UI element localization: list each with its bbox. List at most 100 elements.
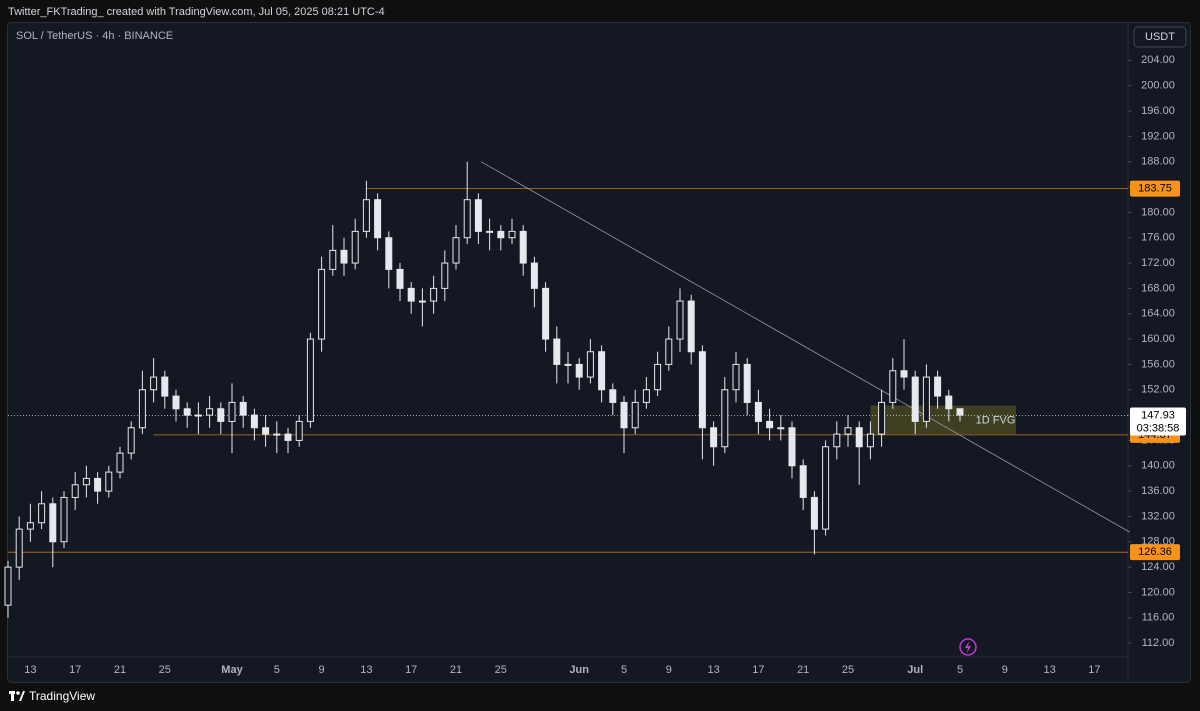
x-tick-label: 21	[797, 664, 809, 676]
x-tick-label: 21	[450, 664, 462, 676]
candle-body	[934, 376, 942, 397]
last-price-label: 147.93	[1141, 409, 1175, 421]
candle-body	[743, 363, 751, 403]
x-tick-label: 5	[621, 664, 627, 676]
candle-body	[306, 338, 314, 422]
candle-body	[564, 363, 572, 366]
candle-body	[844, 427, 852, 435]
candle-body	[553, 338, 561, 365]
candle-body	[754, 401, 762, 422]
candle-body	[799, 465, 807, 498]
x-tick-label: Jul	[907, 664, 923, 676]
candle-body	[911, 376, 919, 422]
candle-body	[855, 427, 863, 448]
candle-body	[318, 268, 326, 340]
x-tick-label: 5	[274, 664, 280, 676]
x-tick-label: Jun	[569, 664, 589, 676]
y-tick-label: 120.00	[1141, 586, 1175, 598]
candle-body	[698, 351, 706, 429]
candle-body	[586, 351, 594, 378]
candle-body	[26, 522, 34, 530]
candle-body	[642, 389, 650, 403]
candle-body	[172, 395, 180, 410]
candle-body	[94, 477, 102, 492]
level-label-box	[1130, 180, 1180, 197]
candle-body	[833, 433, 841, 448]
candle-body	[385, 237, 393, 270]
candle-body	[4, 566, 12, 606]
candle-body	[810, 496, 818, 530]
candle-body	[38, 503, 46, 524]
x-tick-label: 17	[69, 664, 81, 676]
y-tick-label: 152.00	[1141, 384, 1175, 396]
candle-body	[508, 230, 516, 239]
candle-body	[889, 370, 897, 403]
candle-body	[945, 395, 953, 410]
candle-body	[497, 230, 505, 239]
x-tick-label: 13	[1043, 664, 1055, 676]
candle-body	[956, 408, 964, 416]
candle-body	[676, 300, 684, 340]
candle-body	[295, 420, 303, 441]
candle-body	[631, 401, 639, 429]
candle-body	[49, 503, 57, 543]
candle-body	[654, 363, 662, 391]
candle-body	[105, 471, 113, 492]
candle-body	[239, 401, 247, 416]
x-tick-label: 25	[842, 664, 854, 676]
countdown-label: 03:38:58	[1137, 422, 1180, 434]
candle-body	[183, 408, 191, 416]
x-tick-label: 17	[752, 664, 764, 676]
x-tick-label: 17	[1088, 664, 1100, 676]
candle-body	[766, 420, 774, 429]
y-tick-label: 124.00	[1141, 561, 1175, 573]
y-tick-label: 192.00	[1141, 130, 1175, 142]
flash-icon	[959, 638, 977, 656]
y-tick-label: 180.00	[1141, 206, 1175, 218]
candle-body	[161, 376, 169, 397]
x-tick-label: 13	[360, 664, 372, 676]
candle-body	[217, 408, 225, 422]
x-tick-label: 13	[707, 664, 719, 676]
candle-body	[620, 401, 628, 429]
x-tick-label: 13	[24, 664, 36, 676]
currency-box	[1133, 26, 1187, 48]
candle-body	[732, 363, 740, 391]
candle-body	[329, 249, 337, 270]
y-tick-label: 196.00	[1141, 105, 1175, 117]
candle-body	[609, 389, 617, 403]
candle-body	[486, 230, 494, 233]
candle-body	[228, 401, 236, 422]
candle-body	[60, 496, 68, 543]
level-label: 126.36	[1138, 546, 1172, 558]
candle-body	[418, 300, 426, 303]
candle-body	[82, 477, 90, 486]
x-tick-label: 25	[159, 664, 171, 676]
y-tick-label: 172.00	[1141, 257, 1175, 269]
candle-body	[262, 427, 270, 435]
candle-body	[452, 237, 460, 264]
candle-body	[71, 484, 79, 498]
y-tick-label: 168.00	[1141, 282, 1175, 294]
candle-body	[441, 262, 449, 289]
x-tick-label: May	[221, 664, 243, 676]
x-tick-label: 9	[319, 664, 325, 676]
candle-body	[340, 249, 348, 264]
level-label: 183.75	[1138, 183, 1172, 195]
candle-body	[127, 427, 135, 454]
candle-body	[206, 408, 214, 416]
candle-body	[474, 199, 482, 232]
y-tick-label: 160.00	[1141, 333, 1175, 345]
candle-body	[396, 268, 404, 289]
chart-title: SOL / TetherUS · 4h · BINANCE	[16, 30, 173, 42]
fvg-label: 1D FVG	[976, 415, 1016, 427]
y-tick-label: 188.00	[1141, 156, 1175, 168]
candle-body	[250, 414, 258, 429]
candle-body	[463, 199, 471, 239]
header-text: Twitter_FKTrading_ created with TradingV…	[8, 6, 385, 18]
candle-body	[822, 446, 830, 530]
candle-body	[866, 433, 874, 448]
y-tick-label: 116.00	[1142, 612, 1175, 624]
candle-body	[150, 376, 158, 391]
